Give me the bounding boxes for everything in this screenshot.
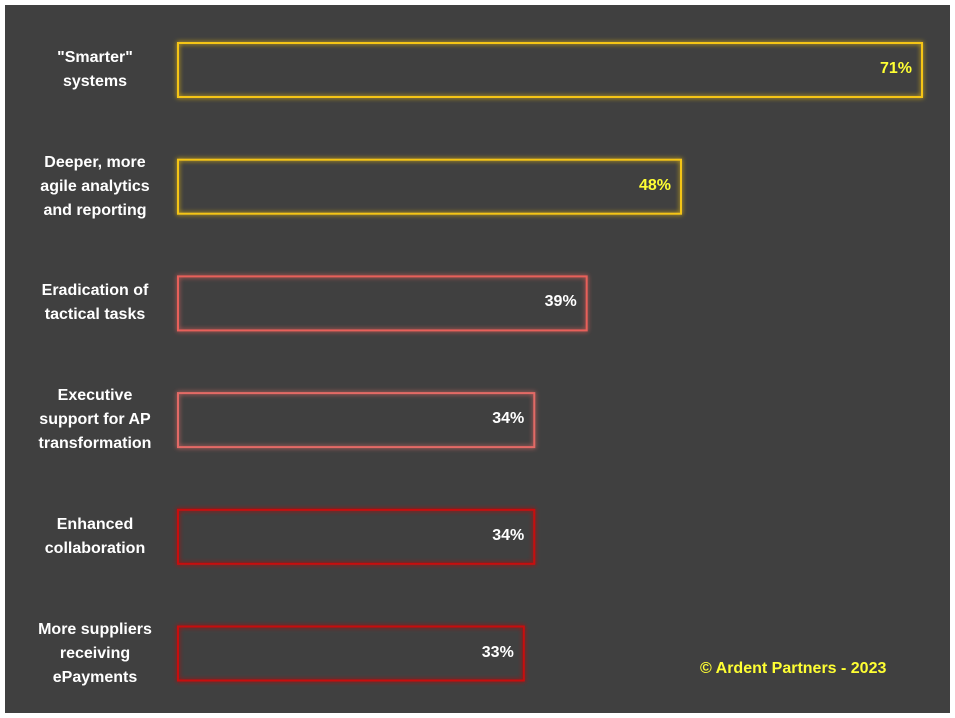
bar (177, 392, 536, 449)
bar (177, 158, 682, 215)
category-label: More suppliers receiving ePayments (38, 620, 152, 686)
bar (177, 508, 536, 565)
chart-svg (177, 42, 923, 682)
category-label: "Smarter" systems (57, 49, 133, 90)
copyright-note: © Ardent Partners - 2023 (700, 660, 887, 677)
chart: © Ardent Partners - 2023 "Smarter" syste… (5, 5, 950, 713)
category-label: Enhanced collaboration (44, 515, 146, 557)
bar (177, 625, 525, 682)
category-label: Eradication of tactical tasks (41, 282, 149, 324)
category-label: Executive support for AP transformation (38, 387, 152, 453)
value-label: 48% (638, 176, 671, 194)
value-label: 34% (492, 526, 525, 544)
category-label: Deeper, more agile analytics and reporti… (40, 153, 150, 219)
value-label: 39% (544, 293, 577, 311)
value-label: 34% (492, 410, 525, 428)
value-label: 33% (481, 643, 514, 661)
bar (177, 42, 923, 98)
value-label: 71% (879, 60, 912, 77)
bar (177, 275, 588, 332)
